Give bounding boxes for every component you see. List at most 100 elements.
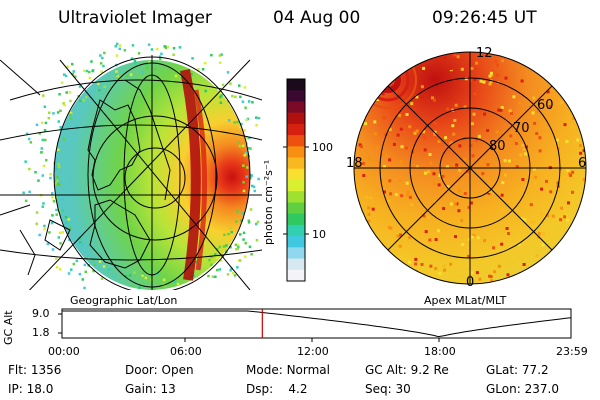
speckle-pixel	[482, 80, 486, 84]
speckle-pixel	[576, 87, 579, 91]
speckle-pixel	[489, 71, 493, 75]
speckle-pixel	[29, 141, 33, 144]
speckle-pixel	[248, 136, 251, 140]
speckle-pixel	[238, 144, 242, 148]
speckle-pixel	[216, 268, 219, 272]
info-flt: Flt: 1356	[8, 363, 62, 377]
info-ip: IP: 18.0	[8, 382, 54, 396]
colorbar-segment	[287, 236, 305, 248]
speckle-pixel	[52, 112, 55, 115]
speckle-pixel	[510, 111, 513, 115]
speckle-pixel	[507, 159, 511, 163]
colorbar	[283, 78, 309, 282]
speckle-pixel	[131, 284, 134, 288]
speckle-pixel	[449, 141, 453, 145]
speckle-pixel	[101, 56, 104, 60]
speckle-pixel	[214, 253, 217, 256]
speckle-pixel	[455, 163, 459, 167]
speckle-pixel	[364, 106, 368, 110]
mlt-label-18: 18	[346, 156, 363, 171]
colorbar-segment	[287, 79, 305, 91]
speckle-pixel	[235, 248, 238, 251]
speckle-pixel	[457, 209, 461, 213]
speckle-pixel	[373, 263, 377, 267]
speckle-pixel	[458, 168, 462, 172]
speckle-pixel	[255, 124, 258, 127]
speckle-pixel	[497, 264, 501, 268]
speckle-pixel	[400, 194, 404, 198]
speckle-pixel	[415, 165, 419, 169]
speckle-pixel	[35, 123, 39, 127]
speckle-pixel	[102, 64, 105, 68]
speckle-pixel	[420, 85, 424, 89]
speckle-pixel	[501, 59, 504, 63]
speckle-pixel	[63, 103, 66, 107]
speckle-pixel	[469, 201, 473, 205]
speckle-pixel	[400, 145, 404, 149]
speckle-pixel	[572, 117, 576, 120]
speckle-pixel	[415, 129, 419, 133]
speckle-pixel	[463, 105, 467, 109]
speckle-pixel	[218, 245, 222, 249]
speckle-pixel	[47, 116, 51, 120]
speckle-pixel	[67, 272, 71, 275]
apex-image	[353, 51, 587, 285]
colorbar-segment	[287, 213, 305, 226]
speckle-pixel	[410, 203, 414, 207]
right-panel-caption: Apex MLat/MLT	[424, 294, 507, 307]
speckle-pixel	[216, 256, 219, 259]
speckle-pixel	[374, 89, 378, 93]
speckle-pixel	[204, 89, 207, 93]
speckle-pixel	[368, 78, 372, 81]
left-panel-caption: Geographic Lat/Lon	[70, 294, 178, 307]
speckle-pixel	[115, 54, 119, 57]
speckle-pixel	[61, 231, 65, 234]
speckle-pixel	[230, 267, 233, 270]
speckle-pixel	[369, 65, 373, 69]
speckle-pixel	[440, 186, 444, 190]
speckle-pixel	[91, 259, 95, 263]
speckle-pixel	[354, 55, 358, 59]
speckle-pixel	[574, 224, 578, 228]
speckle-pixel	[432, 172, 436, 176]
speckle-pixel	[391, 266, 395, 270]
speckle-pixel	[457, 221, 461, 225]
speckle-pixel	[539, 212, 543, 216]
speckle-pixel	[376, 145, 380, 149]
colorbar-segment	[287, 168, 305, 181]
speckle-pixel	[364, 228, 368, 232]
speckle-pixel	[567, 274, 571, 278]
speckle-pixel	[475, 61, 479, 65]
speckle-pixel	[507, 232, 510, 235]
speckle-pixel	[158, 55, 162, 58]
speckle-pixel	[51, 214, 54, 217]
speckle-pixel	[358, 245, 362, 249]
speckle-pixel	[138, 286, 141, 289]
speckle-pixel	[367, 219, 371, 223]
speckle-pixel	[572, 85, 576, 89]
speckle-pixel	[361, 240, 365, 243]
speckle-pixel	[83, 69, 86, 73]
speckle-pixel	[443, 56, 447, 60]
speckle-pixel	[388, 265, 392, 269]
speckle-pixel	[503, 159, 507, 163]
speckle-pixel	[535, 132, 539, 135]
speckle-pixel	[236, 247, 239, 250]
speckle-pixel	[218, 61, 222, 64]
speckle-pixel	[483, 239, 487, 243]
speckle-pixel	[542, 232, 545, 236]
speckle-pixel	[156, 47, 159, 51]
info-glon: GLon: 237.0	[486, 382, 559, 396]
speckle-pixel	[226, 71, 230, 74]
speckle-pixel	[565, 140, 569, 143]
speckle-pixel	[577, 106, 581, 110]
speckle-pixel	[58, 183, 61, 186]
speckle-pixel	[535, 278, 539, 282]
speckle-pixel	[250, 184, 254, 188]
speckle-pixel	[583, 87, 586, 91]
speckle-pixel	[70, 117, 73, 120]
speckle-pixel	[423, 136, 427, 140]
speckle-pixel	[222, 245, 226, 248]
speckle-pixel	[141, 272, 145, 276]
speckle-pixel	[98, 89, 101, 92]
